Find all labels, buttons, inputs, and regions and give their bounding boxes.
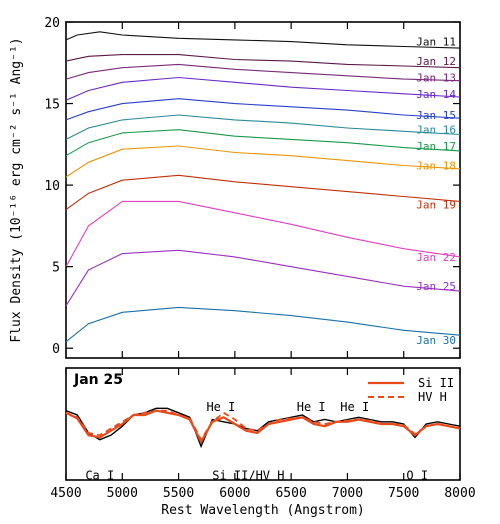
bottom-panel-title: Jan 25 xyxy=(73,372,123,388)
series-line-jan-15 xyxy=(65,98,461,121)
x-tick-label: 6000 xyxy=(219,486,250,501)
series-label-jan-22: Jan 22 xyxy=(416,251,456,264)
x-tick-label: 5500 xyxy=(163,486,194,501)
series-label-jan-11: Jan 11 xyxy=(416,36,456,49)
annotation-he-i: He I xyxy=(340,400,369,414)
x-tick-label: 8000 xyxy=(444,486,475,501)
series-line-jan-14 xyxy=(65,76,461,101)
top-panel-frame xyxy=(65,21,461,359)
legend-label-si-ii: Si II xyxy=(418,376,454,390)
annotation-si-ii-hv-h: Si II/HV H xyxy=(212,468,284,482)
series-line-jan-30 xyxy=(65,306,461,343)
series-line-jan-18 xyxy=(65,145,461,178)
series-label-jan-30: Jan 30 xyxy=(416,334,456,347)
series-line-jan-11 xyxy=(65,31,461,49)
top-axis-ticks: 0 5 10 15 20 xyxy=(44,16,461,358)
x-tick-label: 4500 xyxy=(50,486,81,501)
series-label-jan-19: Jan 19 xyxy=(416,199,456,212)
series-line-jan-22 xyxy=(65,200,461,267)
series-line-jan-17 xyxy=(65,129,461,157)
series-label-jan-18: Jan 18 xyxy=(416,160,456,173)
y-tick-label: 5 xyxy=(52,261,60,276)
series-label-jan-15: Jan 15 xyxy=(416,109,456,122)
series-label-jan-17: Jan 17 xyxy=(416,140,456,153)
annotation-o-i: O I xyxy=(406,468,428,482)
x-tick-label: 6500 xyxy=(275,486,306,501)
series-line-jan-12 xyxy=(65,54,461,69)
series-line-jan-25 xyxy=(65,249,461,307)
series-line-jan-13 xyxy=(65,63,461,82)
series-line-jan-16 xyxy=(65,114,461,140)
x-tick-label: 7500 xyxy=(388,486,419,501)
x-tick-label: 7000 xyxy=(332,486,363,501)
series-line-jan-19 xyxy=(65,174,461,211)
x-tick-label: 5000 xyxy=(107,486,138,501)
y-tick-label: 0 xyxy=(52,342,60,357)
annotation-he-i: He I xyxy=(206,400,235,414)
series-label-jan-12: Jan 12 xyxy=(416,55,456,68)
top-series-group xyxy=(65,31,461,343)
bottom-series-hv-h xyxy=(65,409,461,442)
annotation-ca-i: Ca I xyxy=(85,468,114,482)
y-axis-label: Flux Density (10⁻¹⁶ erg cm⁻² s⁻¹ Ang⁻¹) xyxy=(9,37,24,342)
series-label-jan-25: Jan 25 xyxy=(416,280,456,293)
y-tick-label: 10 xyxy=(44,179,60,194)
line-annotations: He I He I He I Ca I Si II/HV H O I xyxy=(85,400,428,482)
series-label-jan-14: Jan 14 xyxy=(416,88,456,101)
bottom-series-group xyxy=(65,407,461,449)
series-label-jan-13: Jan 13 xyxy=(416,71,456,84)
series-label-jan-16: Jan 16 xyxy=(416,124,456,137)
legend-label-hv-h: HV H xyxy=(418,390,447,404)
y-tick-label: 15 xyxy=(44,98,60,113)
x-axis-label: Rest Wavelength (Angstrom) xyxy=(161,503,365,518)
bottom-panel-frame xyxy=(65,367,461,481)
legend: Si II HV H xyxy=(368,376,454,404)
y-tick-label: 20 xyxy=(44,16,60,31)
bottom-axis-ticks: 4500 5000 5500 6000 6500 7000 7500 8000 xyxy=(50,368,476,501)
annotation-he-i: He I xyxy=(297,400,326,414)
series-labels: Jan 11 Jan 12 Jan 13 Jan 14 Jan 15 Jan 16 Jan … xyxy=(416,36,456,347)
